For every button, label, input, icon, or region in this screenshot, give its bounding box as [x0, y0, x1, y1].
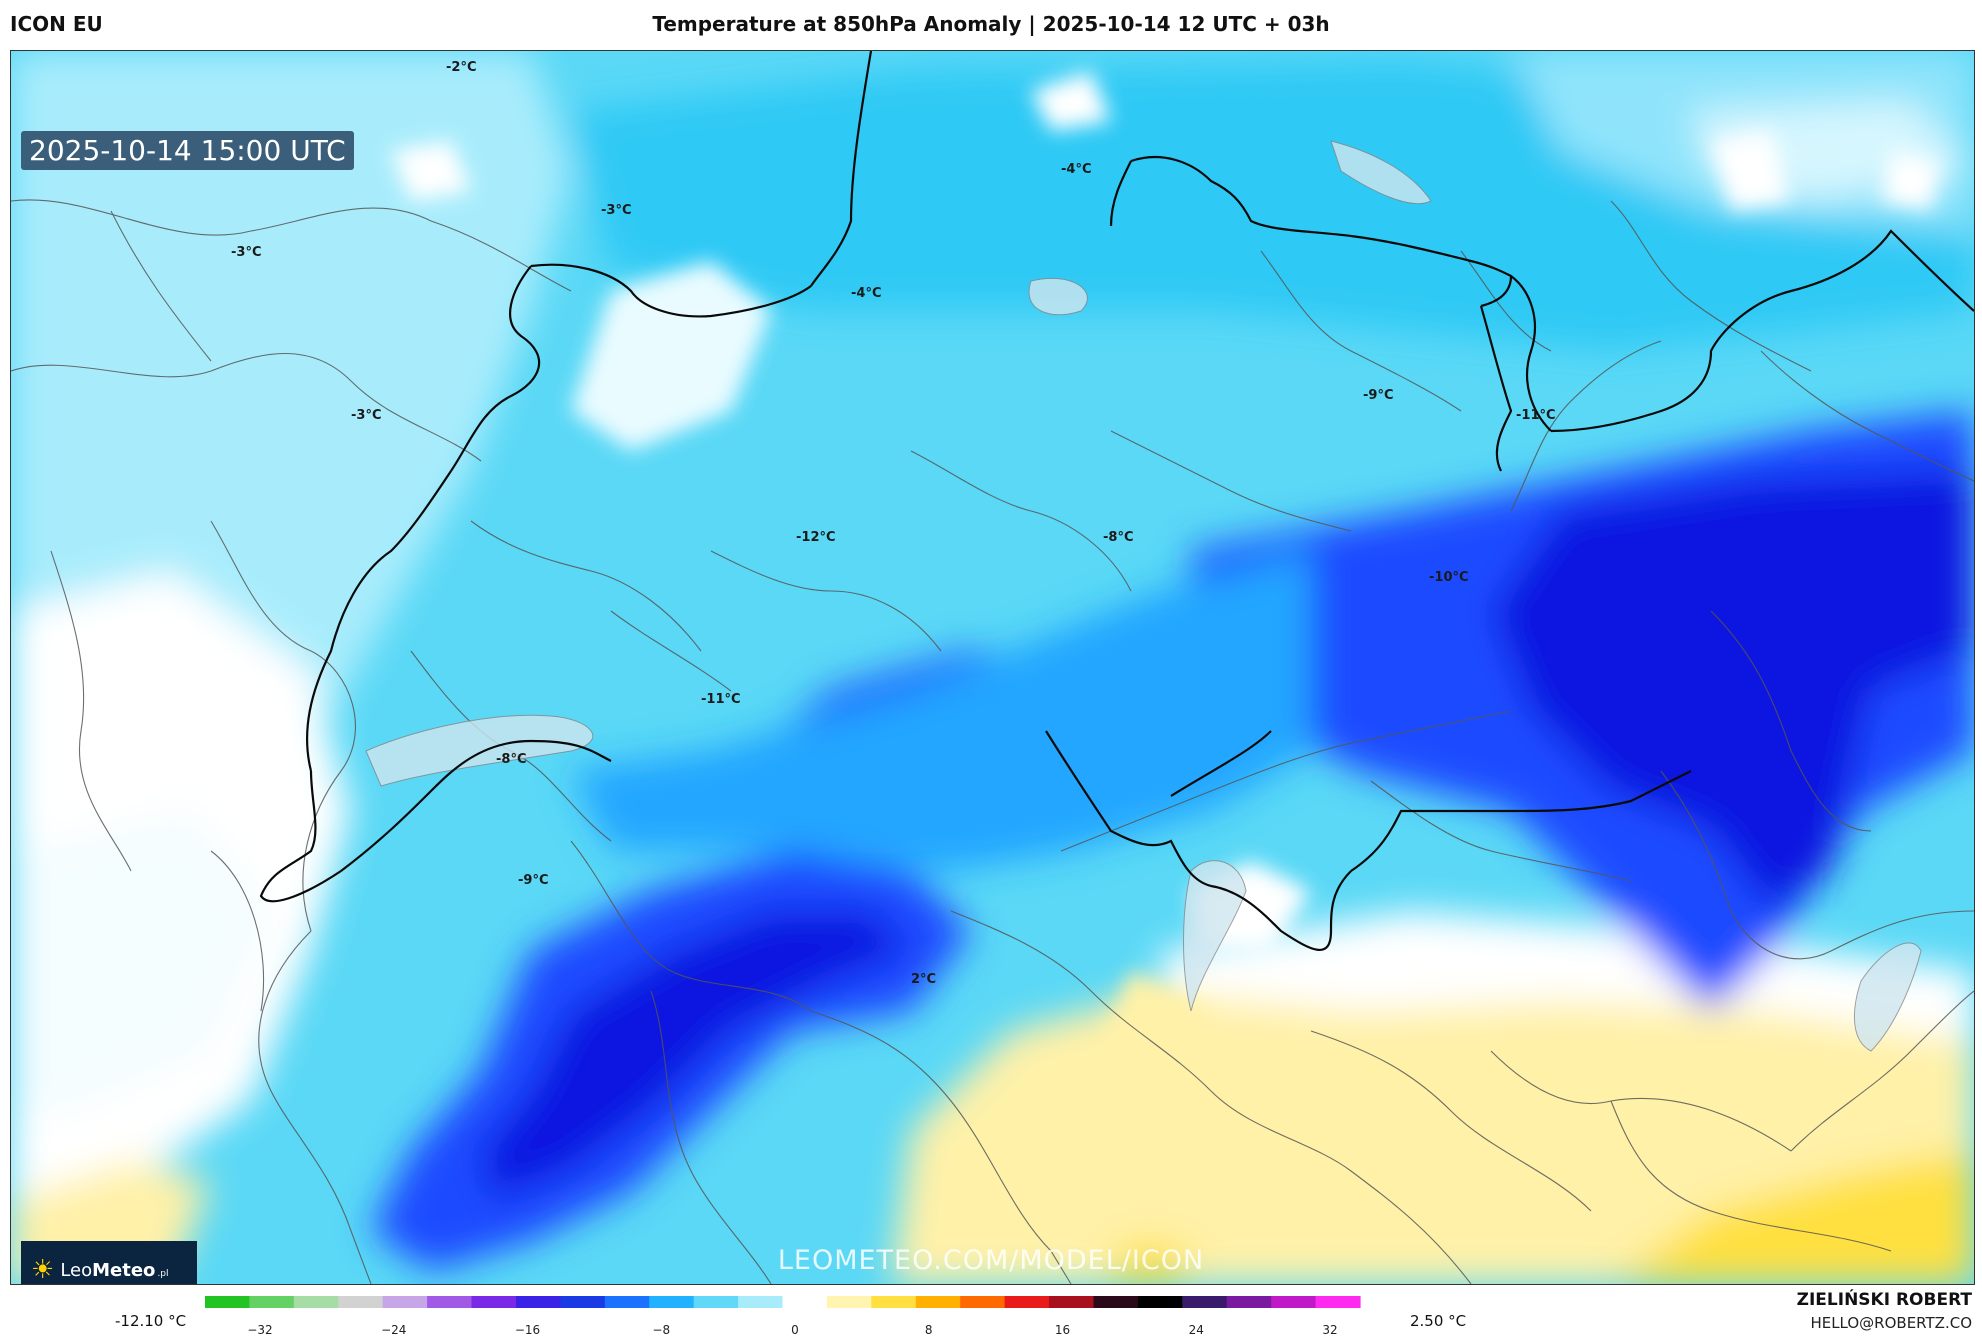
contour-label: -11°C: [701, 692, 741, 707]
contour-label: -8°C: [1103, 530, 1133, 545]
contour-label: -4°C: [851, 286, 881, 301]
logo-suffix: .pl: [157, 1269, 169, 1279]
contour-label: -3°C: [601, 203, 631, 218]
legend-swatch: [604, 1296, 650, 1308]
legend-min-value: -12.10 °C: [115, 1312, 187, 1330]
source-watermark: LEOMETEO.COM/MODEL/ICON: [777, 1245, 1205, 1276]
legend-swatch: [738, 1296, 784, 1308]
legend-swatch: [516, 1296, 561, 1308]
legend-tick-label: −16: [515, 1323, 540, 1337]
color-legend: -12.10 °C −32 −24 −16 −8 0 8 16 24 32 2.50 °C: [0, 1284, 1982, 1338]
legend-tick-label: 16: [1055, 1323, 1070, 1337]
legend-swatch: [560, 1296, 606, 1308]
contour-label: -12°C: [796, 530, 836, 545]
legend-colorbar: −32 −24 −16 −8 0 8 16 24 32: [205, 1296, 1361, 1337]
legend-swatch: [1004, 1296, 1050, 1308]
legend-tick-label: 24: [1189, 1323, 1204, 1337]
legend-tick-label: 8: [925, 1323, 933, 1337]
legend-swatch: [693, 1296, 739, 1308]
legend-tick-label: −32: [247, 1323, 272, 1337]
legend-swatch: [1315, 1296, 1361, 1308]
contour-label: -9°C: [518, 873, 548, 888]
legend-max-value: 2.50 °C: [1410, 1312, 1467, 1330]
logo-text-bold: Meteo: [92, 1259, 156, 1281]
leometeo-logo[interactable]: ☀ Leo Meteo .pl: [21, 1241, 197, 1285]
legend-swatch: [960, 1296, 1006, 1308]
contour-label: 2°C: [911, 972, 936, 987]
legend-swatch: [1226, 1296, 1272, 1308]
legend-tick-label: −8: [652, 1323, 670, 1337]
contour-label: -8°C: [496, 752, 526, 767]
model-name: ICON EU: [10, 12, 103, 36]
legend-swatch: [1137, 1296, 1183, 1308]
contour-labels: -2°C -3°C -3°C -3°C -4°C -4°C -12°C -8°C -9°C -11…: [231, 60, 1556, 987]
legend-swatch: [1271, 1296, 1317, 1308]
legend-swatch: [338, 1296, 384, 1308]
legend-swatch: [1093, 1296, 1139, 1308]
legend-swatch: [471, 1296, 517, 1308]
contour-label: -9°C: [1363, 388, 1393, 403]
legend-swatch: [427, 1296, 473, 1308]
author-name: ZIELIŃSKI ROBERT: [1796, 1290, 1972, 1310]
legend-swatch: [382, 1296, 428, 1308]
contour-label: -2°C: [446, 60, 476, 75]
lakes: [365, 140, 1922, 1052]
legend-swatch: [871, 1296, 917, 1308]
contour-label: -11°C: [1516, 408, 1556, 423]
legend-tick-label: −24: [381, 1323, 406, 1337]
logo-text-light: Leo: [60, 1259, 93, 1281]
map-title: Temperature at 850hPa Anomaly | 2025-10-…: [652, 12, 1330, 36]
legend-swatch: [205, 1296, 250, 1308]
sun-icon: ☀: [31, 1255, 55, 1285]
legend-swatch: [826, 1296, 872, 1308]
legend-tick-label: 32: [1322, 1323, 1337, 1337]
legend-swatch: [293, 1296, 339, 1308]
country-border: [259, 51, 1974, 951]
valid-time-badge: 2025-10-14 15:00 UTC: [21, 131, 354, 170]
legend-tick-label: 0: [791, 1323, 799, 1337]
legend-swatch: [782, 1296, 828, 1308]
legend-swatch: [915, 1296, 961, 1308]
contour-label: -3°C: [231, 245, 261, 260]
anomaly-detail: [391, 71, 1941, 1091]
contour-label: -4°C: [1061, 162, 1091, 177]
contour-label: -3°C: [351, 408, 381, 423]
legend-swatch: [1049, 1296, 1094, 1308]
temperature-anomaly-map: -2°C -3°C -3°C -3°C -4°C -4°C -12°C -8°C -9°C -11…: [11, 51, 1974, 1284]
admin-boundaries: [11, 199, 1974, 1284]
map-canvas[interactable]: -2°C -3°C -3°C -3°C -4°C -4°C -12°C -8°C -9°C -11…: [10, 50, 1975, 1285]
legend-swatch: [249, 1296, 295, 1308]
legend-swatch: [649, 1296, 695, 1308]
author-email[interactable]: HELLO@ROBERTZ.CO: [1810, 1314, 1972, 1332]
contour-label: -10°C: [1429, 570, 1469, 585]
legend-swatch: [1182, 1296, 1228, 1308]
